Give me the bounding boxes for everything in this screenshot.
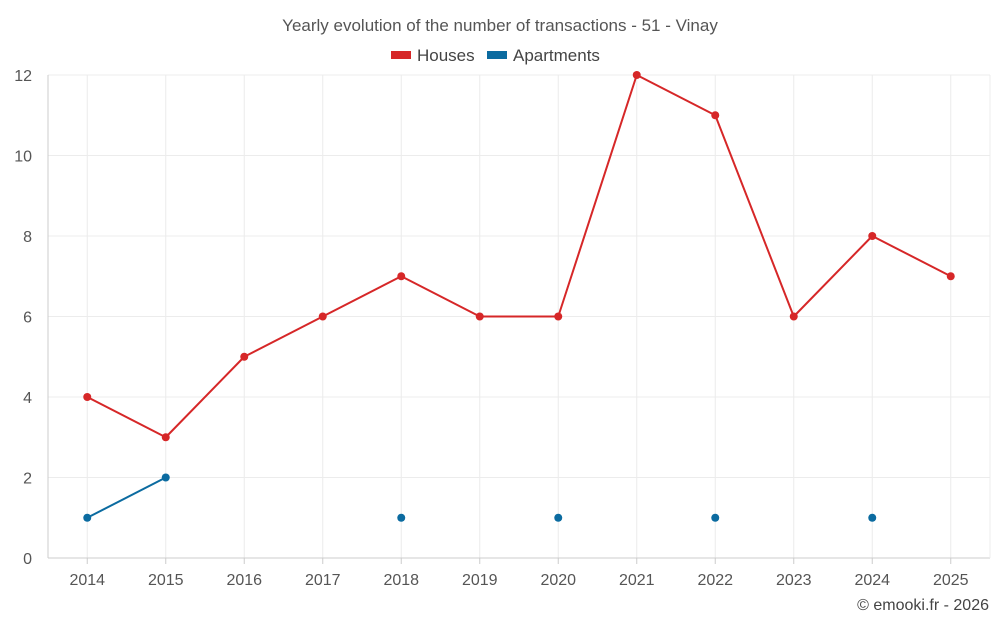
legend-swatch-houses <box>391 51 411 59</box>
data-point-houses[interactable] <box>318 312 327 321</box>
data-point-houses[interactable] <box>711 111 720 120</box>
data-point-houses[interactable] <box>161 433 170 442</box>
x-tick-label: 2025 <box>933 572 969 589</box>
data-point-houses[interactable] <box>632 71 641 79</box>
credit-text: © emooki.fr - 2026 <box>857 597 989 614</box>
y-tick-label: 8 <box>23 229 32 246</box>
x-tick-label: 2016 <box>226 572 262 589</box>
data-point-apartments[interactable] <box>868 513 877 522</box>
legend-item-apartments[interactable]: Apartments <box>487 46 600 65</box>
x-tick-label: 2022 <box>697 572 733 589</box>
legend-label-houses: Houses <box>417 46 475 65</box>
x-tick-label: 2019 <box>462 572 498 589</box>
data-point-apartments[interactable] <box>554 513 563 522</box>
chart-title: Yearly evolution of the number of transa… <box>282 16 718 35</box>
legend-label-apartments: Apartments <box>513 46 600 65</box>
x-tick-label: 2015 <box>148 572 184 589</box>
data-point-houses[interactable] <box>240 352 249 361</box>
y-tick-label: 2 <box>23 471 32 488</box>
data-point-apartments[interactable] <box>161 473 170 482</box>
data-point-houses[interactable] <box>554 312 563 321</box>
data-point-houses[interactable] <box>789 312 798 321</box>
series-line-apartments <box>86 476 167 519</box>
x-tick-label: 2023 <box>776 572 812 589</box>
x-tick-label: 2017 <box>305 572 341 589</box>
legend-swatch-apartments <box>487 51 507 59</box>
data-point-houses[interactable] <box>475 312 484 321</box>
data-point-apartments[interactable] <box>397 513 406 522</box>
y-tick-label: 4 <box>23 390 32 407</box>
data-point-houses[interactable] <box>83 393 92 401</box>
x-tick-label: 2018 <box>383 572 419 589</box>
x-tick-label: 2021 <box>619 572 655 589</box>
legend[interactable]: Houses Apartments <box>391 46 600 65</box>
legend-item-houses[interactable]: Houses <box>391 46 475 65</box>
series-line-houses <box>86 74 952 439</box>
y-tick-label: 0 <box>23 551 32 568</box>
y-tick-label: 10 <box>14 149 32 166</box>
series-lines <box>86 74 952 519</box>
data-points <box>83 71 955 522</box>
data-point-houses[interactable] <box>397 272 406 281</box>
data-point-houses[interactable] <box>868 232 877 240</box>
axes: 0 2 4 6 8 10 12 2014 2015 2016 2017 2018 2019 2020 202… <box>14 68 991 589</box>
y-tick-label: 6 <box>23 310 32 327</box>
data-point-apartments[interactable] <box>711 513 720 522</box>
x-tick-label: 2024 <box>854 572 890 589</box>
y-tick-label: 12 <box>14 68 32 85</box>
data-point-houses[interactable] <box>946 272 955 281</box>
x-tick-label: 2020 <box>540 572 576 589</box>
x-tick-label: 2014 <box>69 572 105 589</box>
data-point-apartments[interactable] <box>83 513 92 522</box>
